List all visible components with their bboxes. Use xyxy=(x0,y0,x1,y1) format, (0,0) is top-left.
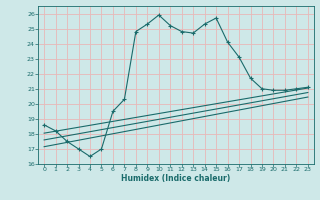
X-axis label: Humidex (Indice chaleur): Humidex (Indice chaleur) xyxy=(121,174,231,183)
